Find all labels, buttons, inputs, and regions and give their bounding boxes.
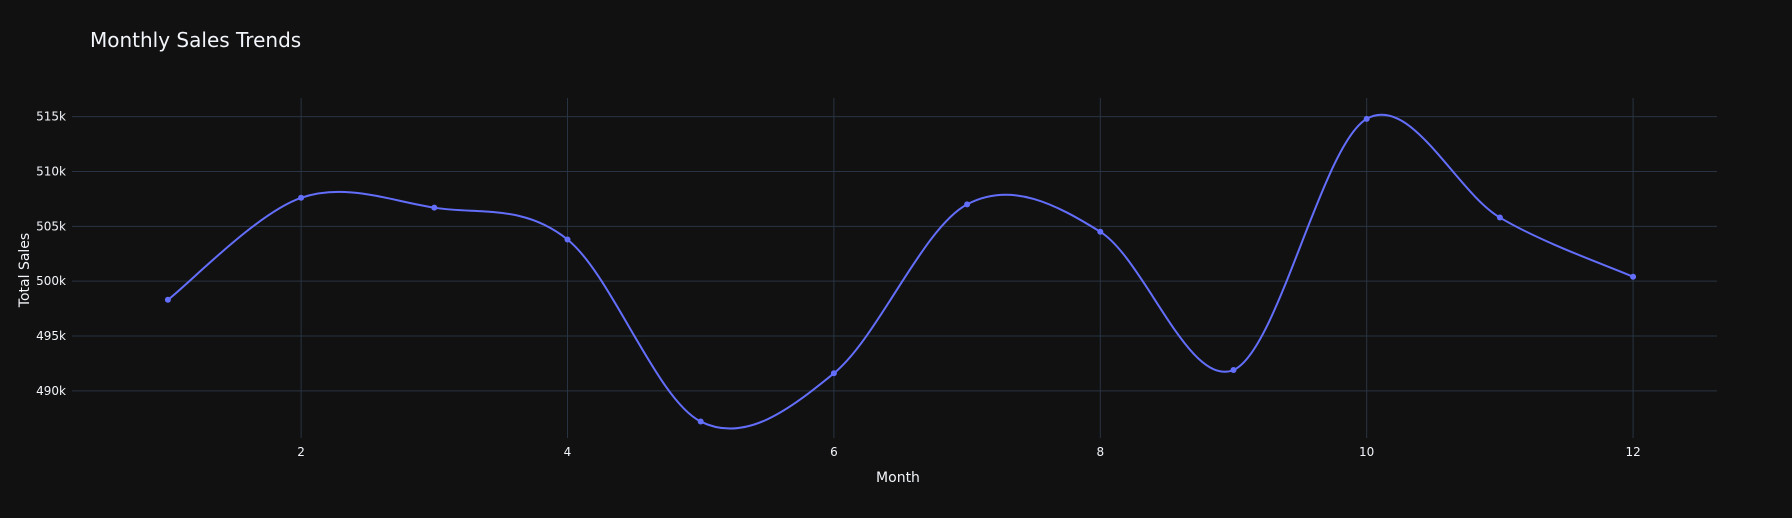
y-tick-label: 510k <box>36 164 66 178</box>
series-layer <box>164 113 1637 430</box>
data-point[interactable] <box>1230 367 1237 373</box>
x-tick-label: 8 <box>1096 445 1104 459</box>
y-tick-label: 515k <box>36 110 66 124</box>
y-tick-label: 490k <box>36 384 66 398</box>
y-tick-label: 505k <box>36 219 66 233</box>
data-point[interactable] <box>830 370 837 377</box>
chart-title: Monthly Sales Trends <box>90 28 301 52</box>
x-tick-label: 10 <box>1359 445 1374 459</box>
x-gridlines <box>300 98 1634 438</box>
x-tick-label: 4 <box>564 445 572 459</box>
y-gridlines <box>72 116 1717 392</box>
data-point[interactable] <box>697 418 704 425</box>
x-axis-title: Month <box>876 470 920 486</box>
x-tick-label: 2 <box>297 445 305 459</box>
data-point[interactable] <box>431 204 438 211</box>
data-point[interactable] <box>1630 273 1637 280</box>
data-point[interactable] <box>298 194 305 201</box>
x-tick-labels: 2 4 6 8 10 12 <box>297 445 1640 459</box>
data-point[interactable] <box>1496 214 1503 221</box>
y-axis-title: Total Sales <box>17 233 33 308</box>
data-point[interactable] <box>964 201 971 208</box>
y-tick-label: 495k <box>36 329 66 343</box>
data-point[interactable] <box>1363 115 1370 122</box>
y-tick-labels: 490k 495k 500k 505k 510k 515k <box>36 110 66 398</box>
y-tick-label: 500k <box>36 274 66 288</box>
x-tick-label: 6 <box>830 445 838 459</box>
data-point[interactable] <box>564 236 571 243</box>
data-point[interactable] <box>1097 228 1104 235</box>
data-point[interactable] <box>164 296 171 303</box>
x-tick-label: 12 <box>1625 445 1640 459</box>
series-line <box>167 113 1634 430</box>
